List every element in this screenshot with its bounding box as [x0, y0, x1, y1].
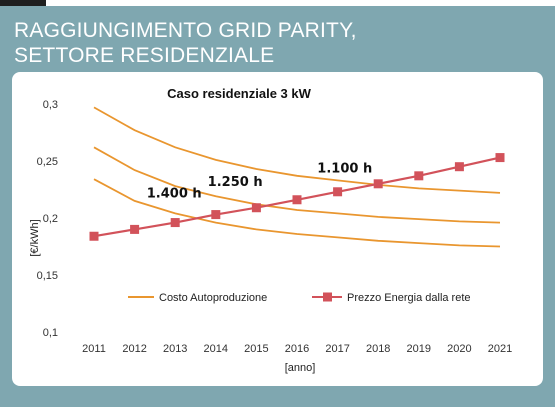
data-point-marker — [373, 179, 383, 189]
x-tick-label: 2016 — [285, 343, 309, 355]
chart-title: Caso residenziale 3 kW — [167, 86, 312, 101]
annotation-label: 1.100 h — [317, 161, 372, 176]
y-tick-label: 0,15 — [37, 270, 58, 282]
header-title-line-1: RAGGIUNGIMENTO GRID PARITY, — [14, 19, 357, 42]
data-point-marker — [333, 187, 343, 197]
series-line — [93, 178, 501, 248]
y-axis-title: [€/kWh] — [29, 219, 41, 256]
data-point-marker — [454, 162, 464, 172]
data-point-marker — [292, 195, 302, 205]
x-tick-label: 2015 — [244, 343, 268, 355]
x-tick-label: 2018 — [366, 343, 390, 355]
data-point-marker — [89, 231, 99, 241]
legend-label: Prezzo Energia dalla rete — [347, 292, 471, 304]
x-tick-label: 2019 — [407, 343, 431, 355]
y-tick-label: 0,25 — [37, 156, 58, 168]
data-point-marker — [211, 210, 221, 220]
x-tick-label: 2011 — [82, 343, 106, 355]
top-tab-decoration — [0, 0, 46, 6]
figure-header: RAGGIUNGIMENTO GRID PARITY, SETTORE RESI… — [14, 18, 534, 68]
data-point-marker — [414, 171, 424, 181]
x-axis-title: [anno] — [285, 362, 316, 374]
plot-area — [89, 106, 505, 248]
data-point-marker — [251, 203, 261, 213]
x-tick-label: 2014 — [204, 343, 228, 355]
x-tick-label: 2021 — [488, 343, 512, 355]
x-tick-label: 2013 — [163, 343, 187, 355]
data-point-marker — [170, 218, 180, 228]
x-tick-label: 2017 — [325, 343, 349, 355]
annotations: 1.100 h 1.250 h 1.400 h — [147, 161, 372, 201]
annotation-label: 1.400 h — [147, 186, 202, 201]
x-axis: 2011 2012 2013 2014 2015 2016 2017 2018 2019 2020… — [82, 343, 512, 355]
y-tick-label: 0,1 — [43, 327, 58, 339]
x-tick-label: 2020 — [447, 343, 471, 355]
x-tick-label: 2012 — [122, 343, 146, 355]
annotation-label: 1.250 h — [208, 175, 263, 190]
legend: Costo Autoproduzione Prezzo Energia dalla… — [128, 292, 471, 304]
series-line — [93, 146, 501, 224]
header-title-line-2: SETTORE RESIDENZIALE — [14, 44, 275, 67]
y-tick-label: 0,3 — [43, 99, 58, 111]
data-point-marker — [130, 224, 140, 234]
chart-card: Caso residenziale 3 kW 0,1 0,15 0,2 0,25 0,3… — [12, 72, 543, 386]
legend-swatch-marker — [323, 292, 332, 302]
data-point-marker — [495, 153, 505, 163]
legend-label: Costo Autoproduzione — [159, 292, 267, 304]
series-line — [93, 106, 501, 194]
y-tick-label: 0,2 — [43, 213, 58, 225]
line-chart: Caso residenziale 3 kW 0,1 0,15 0,2 0,25 0,3… — [29, 86, 512, 374]
y-axis: 0,1 0,15 0,2 0,25 0,3 — [37, 99, 58, 339]
